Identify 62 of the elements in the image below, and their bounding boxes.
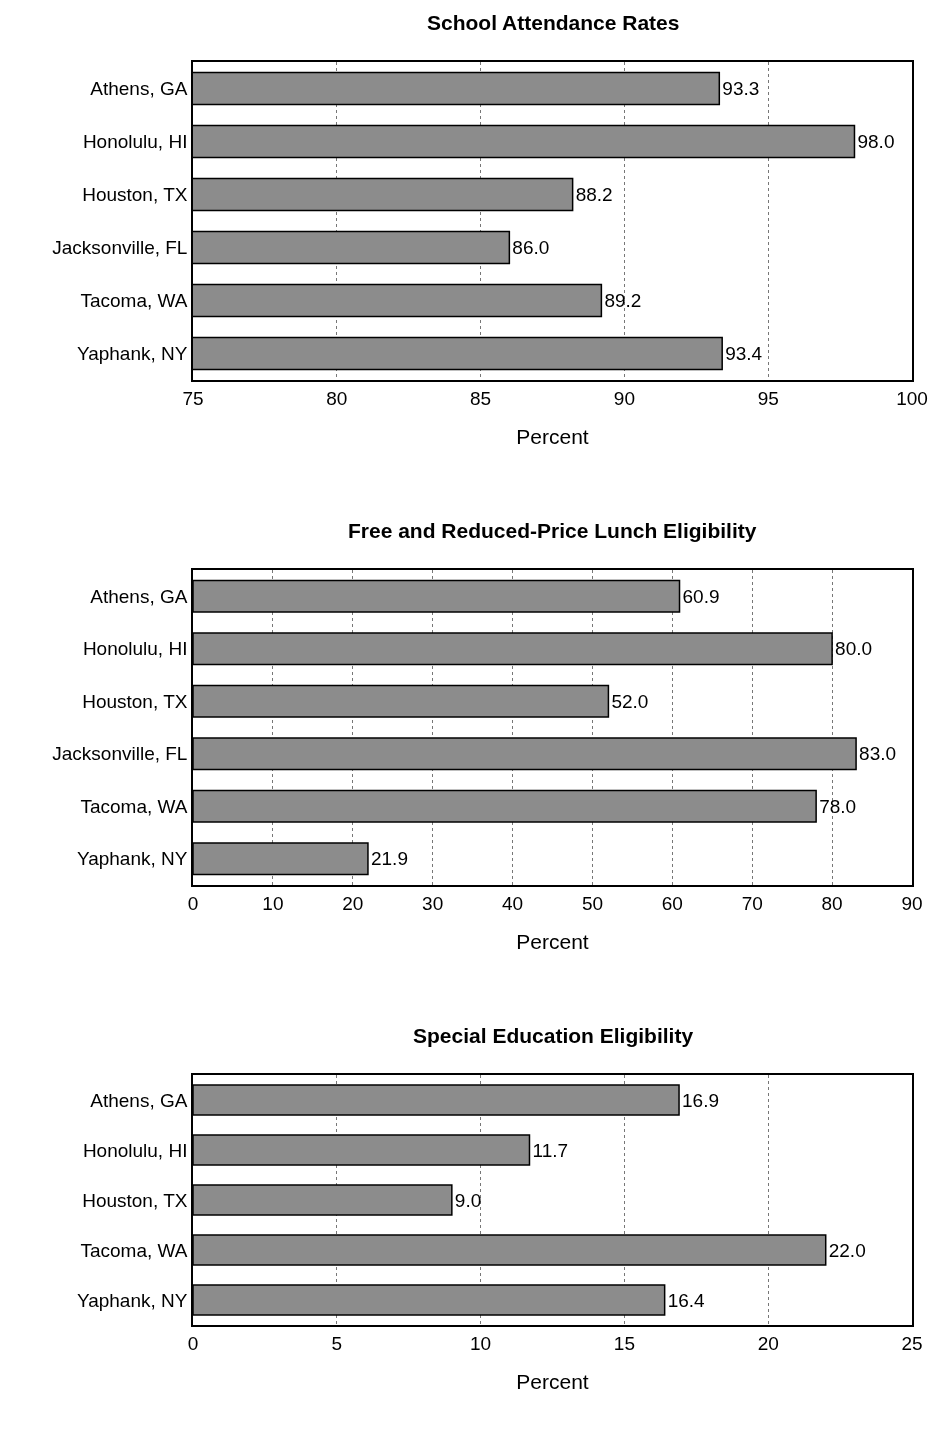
data-label: 98.0 [857,131,895,152]
chart-title: School Attendance Rates [427,11,680,34]
data-label: 22.0 [828,1239,866,1261]
data-label: 16.4 [667,1289,706,1311]
data-label: 16.9 [682,1089,720,1111]
x-tick-label: 25 [901,1332,923,1354]
data-label: 9.0 [454,1189,482,1211]
chart-title: Special Education Eligibility [413,1024,694,1047]
data-label: 78.0 [819,795,857,817]
y-tick-label: Tacoma, WA [80,290,188,312]
y-tick-label: Honolulu, HI [82,638,188,660]
x-tick-label: 0 [187,1332,199,1354]
y-tick-label: Yaphank, NY [76,848,188,870]
data-label: 60.9 [682,585,720,607]
x-tick-label: 90 [901,892,923,914]
x-tick-label: 90 [613,387,635,409]
x-tick-label: 20 [342,892,364,914]
chart-title: Free and Reduced-Price Lunch Eligibility [348,519,757,542]
data-label: 80.0 [835,638,873,660]
x-tick-label: 100 [896,387,928,409]
y-tick-label: Athens, GA [90,585,188,607]
x-tick-label: 0 [187,892,199,914]
x-tick-label: 30 [422,892,444,914]
data-label: 83.0 [859,743,897,765]
y-tick-label: Honolulu, HI [82,131,188,153]
y-tick-label: Athens, GA [90,1089,188,1111]
y-tick-label: Houston, TX [82,690,188,712]
y-tick-label: Houston, TX [82,1189,188,1211]
data-label: 52.0 [611,690,649,712]
y-tick-label: Athens, GA [90,78,188,100]
y-tick-label: Tacoma, WA [80,1239,188,1261]
data-label: 21.9 [370,848,408,870]
data-label: 89.2 [604,290,642,311]
x-tick-label: 75 [182,387,204,409]
x-tick-label: 80 [326,387,348,409]
x-tick-label: 85 [470,387,492,409]
y-tick-label: Yaphank, NY [76,343,188,365]
y-tick-label: Yaphank, NY [76,1289,188,1311]
x-tick-label: 70 [741,892,763,914]
y-tick-label: Tacoma, WA [80,795,188,817]
y-tick-label: Jacksonville, FL [52,237,188,259]
x-tick-label: 10 [470,1332,492,1354]
y-tick-label: Honolulu, HI [82,1139,188,1161]
x-tick-label: 60 [661,892,683,914]
y-tick-label: Houston, TX [82,184,188,206]
x-tick-label: 10 [262,892,284,914]
x-axis-title: Percent [516,425,589,449]
x-tick-label: 5 [331,1332,343,1354]
y-tick-label: Jacksonville, FL [52,743,188,765]
x-tick-label: 50 [581,892,604,914]
data-label: 93.4 [725,343,763,364]
data-label: 86.0 [512,237,550,258]
x-tick-label: 20 [757,1332,779,1354]
x-tick-label: 80 [821,892,843,914]
data-label: 11.7 [532,1139,569,1161]
data-label: 93.3 [722,78,760,99]
x-tick-label: 95 [757,387,779,409]
x-axis-title: Percent [516,930,589,954]
x-tick-label: 40 [501,892,524,914]
x-axis-title: Percent [516,1370,589,1394]
x-tick-label: 15 [613,1332,635,1354]
data-label: 88.2 [575,184,613,205]
